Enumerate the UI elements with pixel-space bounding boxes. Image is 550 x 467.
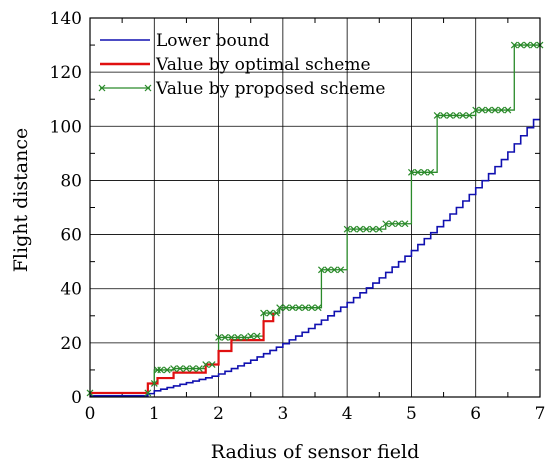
- proposed-scheme-marker: [491, 106, 499, 114]
- proposed-scheme-marker: [282, 304, 290, 312]
- x-tick-label: 0: [85, 404, 96, 424]
- x-tick-label: 7: [535, 404, 546, 424]
- proposed-scheme-marker: [530, 41, 537, 49]
- proposed-scheme-marker: [189, 365, 197, 372]
- proposed-scheme-marker: [382, 220, 390, 228]
- x-tick-label: 4: [342, 404, 353, 424]
- y-tick-label: 120: [50, 63, 82, 83]
- proposed-scheme-marker: [401, 220, 409, 228]
- proposed-scheme-marker: [523, 41, 531, 49]
- proposed-scheme-marker: [221, 334, 229, 341]
- y-tick-label: 0: [71, 388, 82, 408]
- proposed-scheme-marker: [170, 365, 177, 372]
- proposed-scheme-marker: [369, 225, 377, 233]
- y-tick-label: 20: [60, 334, 82, 354]
- proposed-scheme-marker: [240, 334, 248, 341]
- proposed-scheme-marker: [144, 389, 152, 397]
- proposed-scheme-marker: [330, 266, 338, 274]
- proposed-scheme-marker: [504, 106, 512, 114]
- proposed-scheme-marker: [408, 168, 415, 176]
- proposed-scheme-marker: [208, 361, 216, 368]
- proposed-scheme-marker: [478, 106, 486, 114]
- proposed-scheme-marker: [295, 304, 303, 312]
- proposed-scheme-marker: [498, 106, 505, 114]
- legend-label-optimal-scheme: Value by optimal scheme: [155, 55, 371, 75]
- proposed-scheme-marker: [343, 225, 351, 233]
- x-tick-label: 3: [277, 404, 288, 424]
- y-tick-label: 60: [60, 226, 82, 246]
- proposed-scheme-marker: [517, 41, 525, 49]
- proposed-scheme-marker: [301, 304, 309, 312]
- x-tick-label: 6: [470, 404, 481, 424]
- x-tick-label: 5: [406, 404, 417, 424]
- proposed-scheme-markers: [86, 41, 544, 397]
- x-axis-label: Radius of sensor field: [211, 441, 420, 463]
- minor-ticks: [90, 18, 540, 397]
- y-tick-labels: 0 20 40 60 80 100 120 140: [50, 9, 82, 408]
- proposed-scheme-marker: [289, 304, 296, 312]
- proposed-scheme-marker: [510, 41, 518, 49]
- proposed-scheme-marker: [356, 225, 364, 233]
- x-tick-labels: 0 1 2 3 4 5 6 7: [85, 404, 546, 424]
- proposed-scheme-marker: [150, 380, 158, 387]
- legend-cross-marker: [98, 84, 106, 92]
- proposed-scheme-marker: [276, 304, 284, 312]
- proposed-scheme-marker: [183, 365, 190, 372]
- proposed-scheme-marker: [446, 112, 454, 119]
- y-tick-label: 100: [50, 117, 82, 137]
- proposed-scheme-marker: [420, 168, 428, 176]
- proposed-scheme-marker: [440, 112, 447, 119]
- proposed-scheme-marker: [388, 220, 396, 228]
- proposed-scheme-marker: [247, 332, 255, 340]
- proposed-scheme-marker: [202, 361, 210, 368]
- proposed-scheme-marker: [266, 309, 274, 317]
- proposed-scheme-marker: [215, 334, 222, 341]
- proposed-scheme-marker: [318, 266, 325, 274]
- x-tick-label: 2: [213, 404, 224, 424]
- y-axis-label: Flight distance: [10, 128, 32, 273]
- proposed-scheme-marker: [395, 220, 402, 228]
- y-tick-label: 40: [60, 280, 82, 300]
- proposed-scheme-marker: [337, 266, 345, 274]
- legend-cross-marker: [144, 84, 152, 92]
- proposed-scheme-marker: [363, 225, 370, 233]
- proposed-scheme-marker: [472, 106, 480, 114]
- proposed-scheme-marker: [176, 365, 184, 372]
- x-tick-label: 1: [149, 404, 160, 424]
- proposed-scheme-marker: [459, 112, 467, 119]
- y-tick-label: 140: [50, 9, 82, 29]
- proposed-scheme-marker: [324, 266, 332, 274]
- series-layer: [86, 41, 544, 397]
- proposed-scheme-marker: [195, 365, 203, 372]
- series-lower-bound: [90, 118, 540, 397]
- proposed-scheme-marker: [234, 334, 242, 341]
- proposed-scheme-marker: [414, 168, 422, 176]
- proposed-scheme-marker: [308, 304, 316, 312]
- proposed-scheme-marker: [465, 112, 473, 119]
- proposed-scheme-marker: [314, 304, 322, 312]
- proposed-scheme-marker: [228, 334, 235, 341]
- proposed-scheme-marker: [273, 309, 280, 317]
- plot-frame: [89, 17, 541, 398]
- proposed-scheme-marker: [253, 332, 261, 340]
- proposed-scheme-marker: [485, 106, 492, 114]
- legend-label-lower-bound: Lower bound: [156, 31, 270, 51]
- proposed-scheme-marker: [350, 225, 357, 233]
- proposed-scheme-marker: [260, 309, 267, 317]
- y-tick-label: 80: [60, 171, 82, 191]
- legend: Lower bound Value by optimal scheme Valu…: [98, 31, 385, 99]
- proposed-scheme-marker: [163, 366, 171, 374]
- series-optimal-scheme: [90, 313, 275, 395]
- proposed-scheme-marker: [433, 112, 441, 119]
- proposed-scheme-marker: [427, 168, 435, 176]
- proposed-scheme-marker: [453, 112, 460, 119]
- proposed-scheme-marker: [375, 225, 383, 233]
- legend-label-proposed-scheme: Value by proposed scheme: [155, 79, 385, 99]
- legend-marker-proposed-scheme: [98, 84, 152, 92]
- proposed-scheme-marker: [157, 366, 165, 374]
